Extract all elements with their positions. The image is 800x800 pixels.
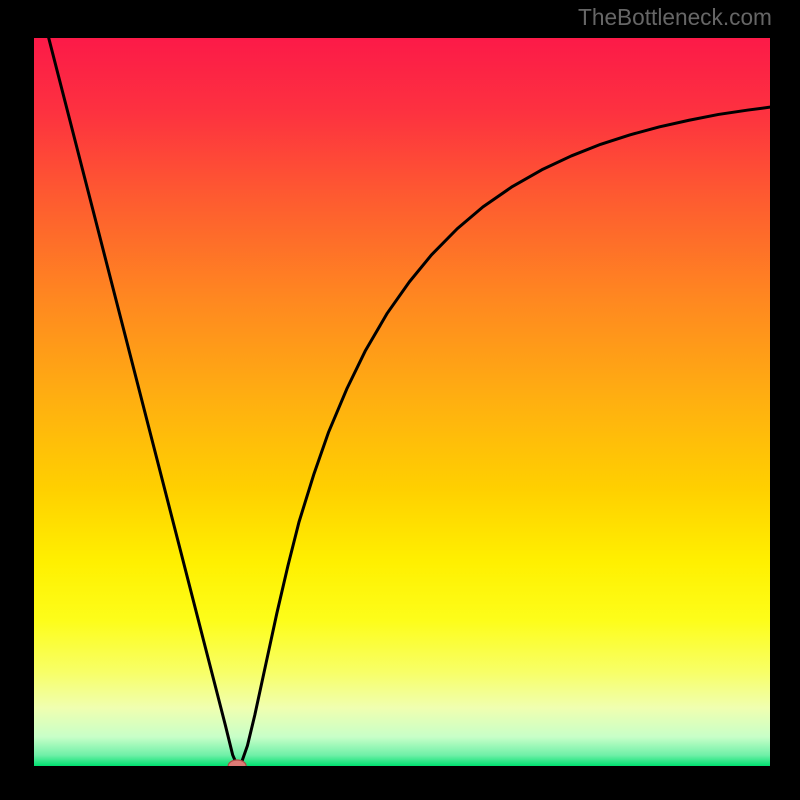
chart-frame: TheBottleneck.com [0,0,800,800]
plot-area [34,38,770,766]
chart-svg [34,38,770,766]
watermark-text: TheBottleneck.com [578,4,772,31]
gradient-background [34,38,770,766]
